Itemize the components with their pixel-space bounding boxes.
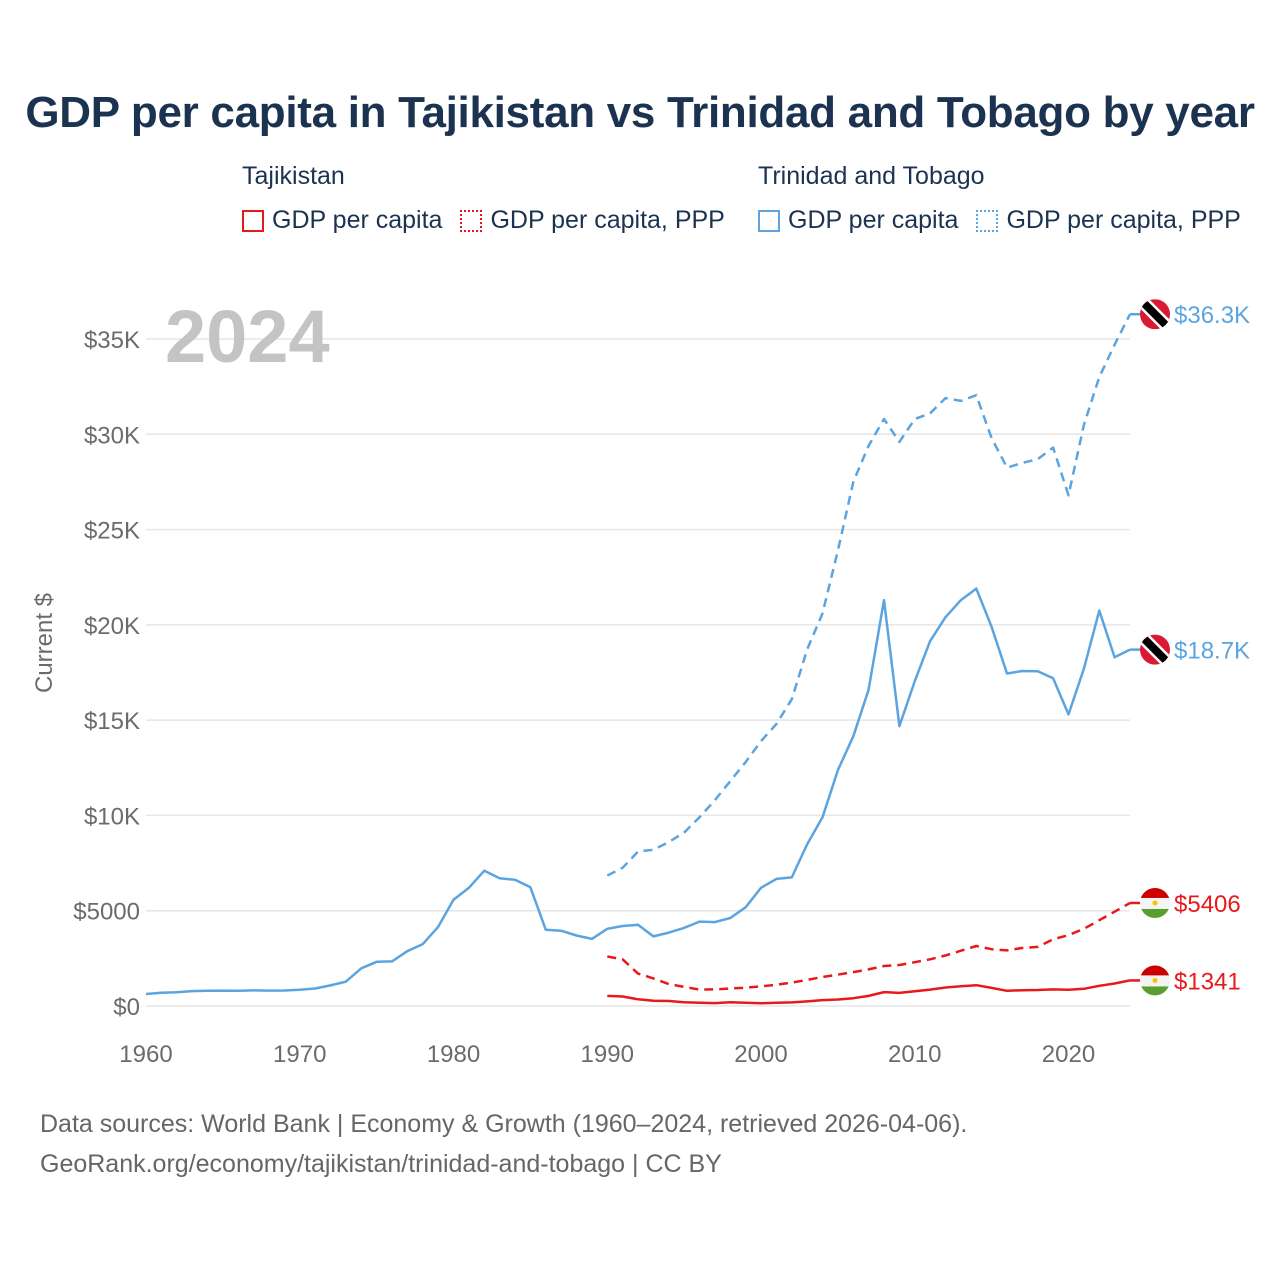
x-tick-label: 2020 [1042,1041,1095,1068]
legend-group-trinidad: Trinidad and Tobago GDP per capita GDP p… [758,162,1259,235]
footer-attribution: GeoRank.org/economy/tajikistan/trinidad-… [40,1150,722,1178]
x-tick-label: 2000 [734,1041,787,1068]
x-tick-label: 1990 [581,1041,634,1068]
legend-group-tajikistan: Tajikistan GDP per capita GDP per capita… [242,162,743,235]
y-tick-label: $20K [84,613,140,640]
legend-item-trinidad-ppp[interactable]: GDP per capita, PPP [976,206,1241,235]
y-tick-label: $5000 [73,899,140,926]
end-value-label: $5406 [1174,891,1241,918]
x-tick-label: 1960 [119,1041,172,1068]
legend-swatch-dotted-red [460,209,483,232]
legend-item-trinidad-gdp[interactable]: GDP per capita [758,206,958,235]
y-tick-label: $10K [84,803,140,830]
series-line [607,979,1131,1005]
legend-swatch-solid-red [242,209,264,232]
series-line [145,587,1131,996]
legend-label: GDP per capita, PPP [1006,206,1241,234]
page-title: GDP per capita in Tajikistan vs Trinidad… [25,88,1255,137]
y-tick-label: $15K [84,708,140,735]
series-line [606,313,1132,877]
y-tick-label: $0 [113,994,140,1021]
series-line [607,901,1131,991]
end-value-label: $36.3K [1174,302,1250,329]
legend-item-tajikistan-ppp[interactable]: GDP per capita, PPP [460,206,725,235]
x-tick-label: 2010 [888,1041,941,1068]
legend-label: GDP per capita [272,206,443,234]
legend-swatch-dotted-blue [976,209,999,232]
trinidad-flag-icon [1140,634,1170,665]
legend-label: GDP per capita [788,206,959,234]
trinidad-flag-icon [1140,299,1170,330]
y-tick-label: $25K [84,518,140,545]
footer: Data sources: World Bank | Economy & Gro… [40,1104,967,1184]
end-value-label: $18.7K [1174,638,1250,665]
legend-group-title: Tajikistan [242,162,345,190]
end-value-label: $1341 [1174,968,1241,995]
y-tick-label: $35K [84,327,140,354]
y-axis-label: Current $ [31,593,58,693]
legend-label: GDP per capita, PPP [490,206,725,234]
legend-swatch-solid-blue [758,209,780,232]
year-watermark: 2024 [165,295,330,378]
footer-sources: Data sources: World Bank | Economy & Gro… [40,1110,968,1138]
legend-item-tajikistan-gdp[interactable]: GDP per capita [242,206,442,235]
x-tick-label: 1970 [273,1041,326,1068]
y-tick-label: $30K [84,422,140,449]
legend-group-title: Trinidad and Tobago [758,162,985,190]
tajikistan-flag-icon [1140,965,1170,996]
tajikistan-flag-icon [1140,887,1170,918]
x-tick-label: 1980 [427,1041,480,1068]
